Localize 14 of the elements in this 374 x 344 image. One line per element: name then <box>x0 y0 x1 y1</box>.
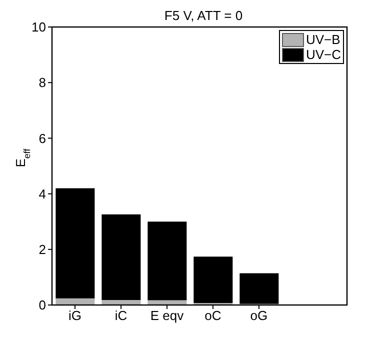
y-tick-label: 4 <box>38 186 46 202</box>
x-tick-label: E eqv <box>150 308 184 324</box>
chart-title: F5 V, ATT = 0 <box>163 8 244 23</box>
y-tick-label: 2 <box>38 242 46 258</box>
x-tick-label: oC <box>204 308 222 324</box>
x-tick-label: oG <box>250 308 268 324</box>
x-tick-label: iC <box>114 308 128 324</box>
y-tick-label: 8 <box>38 75 46 90</box>
legend-label: UV−C <box>306 47 341 62</box>
x-tick-label: iG <box>68 308 82 324</box>
legend-label: UV−B <box>306 32 340 47</box>
y-tick-label: 6 <box>38 130 46 146</box>
y-tick-label: 0 <box>38 298 46 313</box>
y-tick-label: 10 <box>32 20 46 35</box>
